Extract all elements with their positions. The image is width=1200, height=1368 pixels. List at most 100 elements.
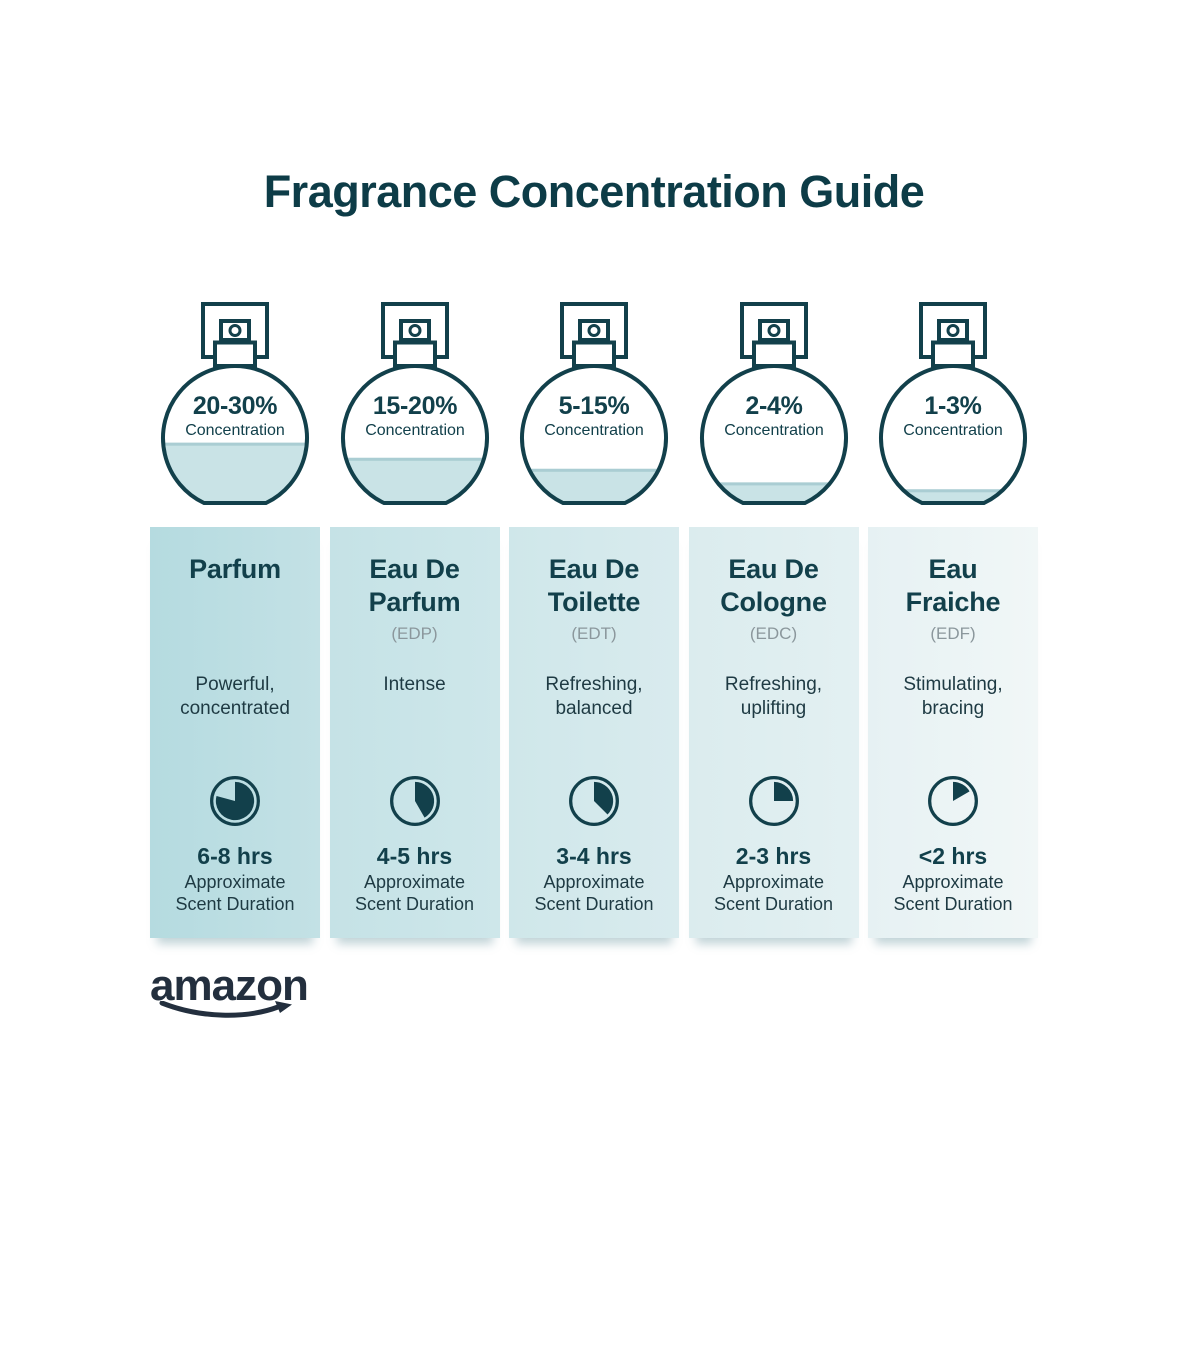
fragrance-name: Eau De Cologne (720, 554, 827, 617)
fragrance-card-header: Eau Fraiche (EDF) (874, 553, 1032, 673)
clock-icon (928, 776, 978, 826)
bottle-concentration-label: Concentration (903, 422, 1003, 439)
duration-hours: 6-8 hrs (197, 843, 273, 869)
perfume-bottle-icon: 1-3% Concentration (879, 302, 1027, 505)
bottle-neck-icon (392, 340, 437, 368)
bottle-nozzle-hole-icon (946, 324, 960, 337)
bottle-liquid-surface (701, 482, 846, 486)
clock-icon (569, 776, 619, 826)
bottle-neck-icon (751, 340, 796, 368)
bottle-nozzle-hole-icon (587, 324, 601, 337)
bottle-nozzle-hole-icon (767, 324, 780, 337)
bottle-concentration-label: Concentration (724, 422, 824, 439)
bottle-concentration-range: 20-30% (193, 392, 277, 420)
fragrance-abbreviation: (EDF) (930, 624, 976, 643)
duration-label: Approximate Scent Duration (893, 872, 1013, 914)
duration-label: Approximate Scent Duration (354, 872, 475, 914)
bottle-nozzle-icon (398, 319, 431, 342)
bottle-concentration-range: 2-4% (745, 392, 802, 420)
fragrance-card: Eau De Toilette (EDT) Refreshing, balanc… (509, 527, 679, 938)
fragrance-description: Refreshing, balanced (545, 674, 643, 719)
duration-label: Approximate Scent Duration (175, 872, 295, 914)
page-title: Fragrance Concentration Guide (263, 166, 925, 217)
bottle-neck-icon (213, 340, 257, 368)
perfume-bottle-icon: 20-30% Concentration (161, 302, 309, 505)
fragrance-abbreviation: (EDP) (391, 624, 438, 643)
bottle-liquid-surface (521, 468, 667, 472)
fragrance-name: Eau Fraiche (905, 554, 1001, 617)
bottle-liquid (162, 442, 308, 503)
clock-wedge (773, 781, 793, 801)
scent-duration-clock (874, 773, 1032, 829)
bottle-concentration-range: 5-15% (559, 392, 630, 420)
fragrance-card: Parfum Powerful, concentrated 6-8 hrs Ap… (150, 527, 320, 938)
clock-ring (928, 776, 978, 826)
clock-wedge (953, 781, 970, 801)
fragrance-card: Eau De Cologne (EDC) Refreshing, uplifti… (688, 527, 859, 938)
duration-hours: <2 hrs (918, 843, 988, 869)
fragrance-column: 1-3% Concentration Eau Fraiche (EDF) Sti… (868, 298, 1038, 938)
perfume-bottle-icon: 5-15% Concentration (520, 302, 668, 505)
fragrance-abbreviation: (EDT) (571, 624, 617, 643)
bottle-neck-icon (572, 340, 616, 368)
fragrance-card-header: Eau De Cologne (EDC) (695, 553, 853, 673)
clock-wedge (215, 781, 255, 821)
fragrance-card-header: Parfum (156, 553, 314, 673)
fragrance-name: Eau De Parfum (368, 554, 461, 617)
bottle-concentration-label: Concentration (365, 422, 465, 439)
fragrance-description: Powerful, concentrated (180, 674, 290, 719)
bottle-concentration-label: Concentration (544, 422, 644, 439)
bottle-liquid (701, 482, 846, 503)
clock-wedge (414, 781, 434, 818)
fragrance-name: Parfum (189, 554, 281, 584)
bottle-concentration-label: Concentration (185, 422, 285, 439)
bottle-concentration-range: 1-3% (924, 392, 981, 420)
fragrance-card: Eau Fraiche (EDF) Stimulating, bracing <… (868, 527, 1038, 938)
duration-label: Approximate Scent Duration (534, 872, 654, 914)
bottle-concentration-range: 15-20% (372, 392, 456, 420)
infographic: Fragrance Concentration Guide 20-30% Con… (150, 168, 1038, 1021)
clock-ring (569, 776, 619, 826)
fragrance-abbreviation: (EDC) (749, 624, 798, 643)
fragrance-card-header: Eau De Toilette (EDT) (515, 553, 673, 673)
bottle-nozzle-icon (219, 319, 251, 342)
amazon-logo-text: amazon (150, 961, 309, 1010)
bottle-nozzle-hole-icon (228, 324, 242, 337)
bottle-nozzle-icon (578, 319, 610, 342)
bottle-liquid-surface (162, 442, 308, 446)
bottle-nozzle-icon (757, 319, 790, 342)
fragrance-card-header: Eau De Parfum (EDP) (336, 553, 494, 673)
amazon-smile-icon (159, 1001, 292, 1018)
fragrance-description: Stimulating, bracing (903, 674, 1003, 719)
clock-wedge (594, 781, 614, 815)
scent-duration-clock (336, 773, 494, 829)
clock-ring (389, 776, 440, 826)
fragrance-column: 2-4% Concentration Eau De Cologne (EDC) … (688, 298, 859, 938)
bottle-liquid-surface (880, 489, 1026, 493)
duration-hours: 2-3 hrs (735, 843, 812, 869)
fragrance-column: 5-15% Concentration Eau De Toilette (EDT… (509, 298, 679, 938)
clock-ring (748, 776, 799, 826)
bottle-neck-icon (931, 340, 975, 368)
fragrance-name: Eau De Toilette (547, 554, 641, 617)
bottle-liquid-fill (342, 457, 487, 503)
clock-ring (210, 776, 260, 826)
fragrance-column: 15-20% Concentration Eau De Parfum (EDP)… (329, 298, 500, 938)
amazon-logo: amazon (150, 964, 330, 1021)
perfume-bottle-icon: 15-20% Concentration (340, 302, 489, 505)
scent-duration-clock (156, 773, 314, 829)
fragrance-column: 20-30% Concentration Parfum Powerful, co… (150, 298, 320, 938)
duration-hours: 4-5 hrs (376, 843, 453, 869)
bottle-nozzle-icon (937, 319, 969, 342)
fragrance-columns: 20-30% Concentration Parfum Powerful, co… (150, 298, 1038, 938)
scent-duration-clock (695, 773, 853, 829)
clock-icon (748, 776, 799, 826)
fragrance-description: Intense (383, 674, 446, 695)
clock-icon (210, 776, 260, 826)
scent-duration-clock (515, 773, 673, 829)
fragrance-card: Eau De Parfum (EDP) Intense 4-5 hrs Appr… (329, 527, 500, 938)
bottle-liquid (342, 457, 487, 503)
bottle-nozzle-hole-icon (408, 324, 421, 337)
duration-label: Approximate Scent Duration (713, 872, 834, 914)
bottle-liquid-fill (162, 442, 308, 503)
